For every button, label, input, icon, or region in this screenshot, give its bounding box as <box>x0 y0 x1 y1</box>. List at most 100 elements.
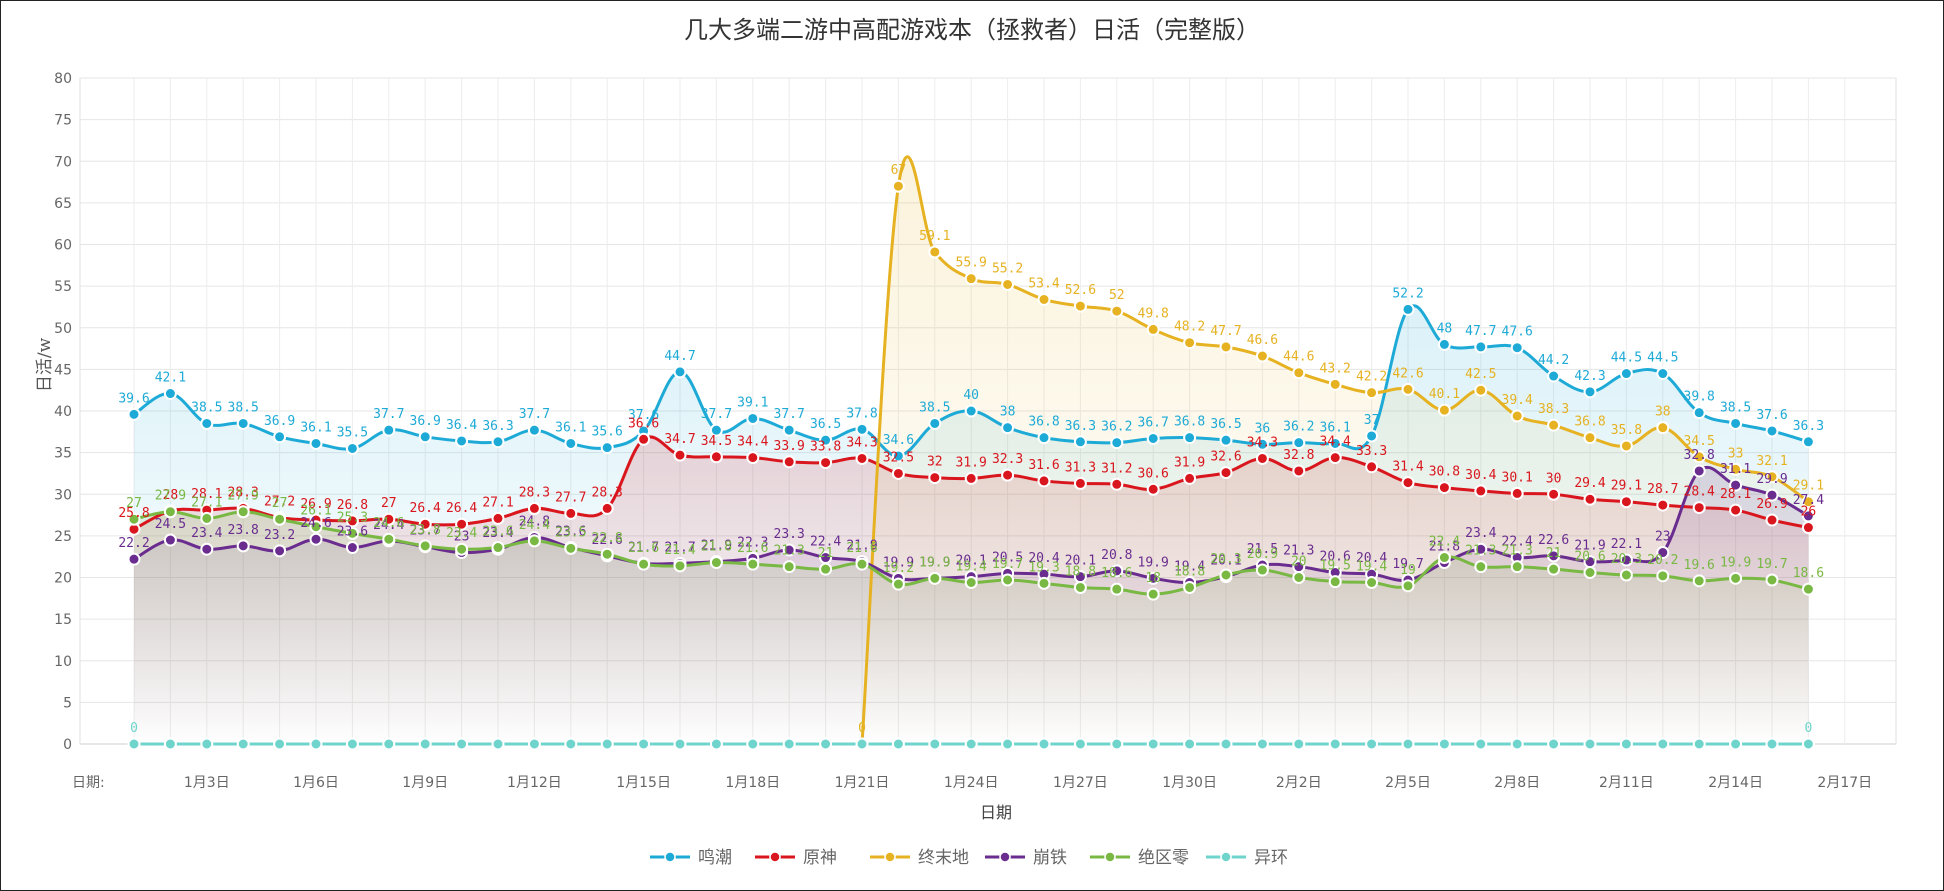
data-point[interactable] <box>1619 568 1633 582</box>
data-point[interactable] <box>1110 304 1124 318</box>
data-point[interactable] <box>1255 451 1269 465</box>
data-point[interactable] <box>1183 580 1197 594</box>
data-point[interactable] <box>1110 436 1124 450</box>
data-point[interactable] <box>1292 366 1306 380</box>
data-point[interactable] <box>527 737 541 751</box>
data-point[interactable] <box>1692 450 1706 464</box>
data-point[interactable] <box>1619 439 1633 453</box>
data-point[interactable] <box>200 511 214 525</box>
data-point[interactable] <box>527 423 541 437</box>
data-point[interactable] <box>1547 737 1561 751</box>
data-point[interactable] <box>819 433 833 447</box>
data-point[interactable] <box>1001 277 1015 291</box>
data-point[interactable] <box>673 365 687 379</box>
data-point[interactable] <box>564 506 578 520</box>
data-point[interactable] <box>600 547 614 561</box>
data-point[interactable] <box>1656 498 1670 512</box>
data-point[interactable] <box>418 517 432 531</box>
data-point[interactable] <box>1037 431 1051 445</box>
data-point[interactable] <box>673 559 687 573</box>
data-point[interactable] <box>1619 553 1633 567</box>
data-point[interactable] <box>709 423 723 437</box>
data-point[interactable] <box>418 539 432 553</box>
data-point[interactable] <box>1037 292 1051 306</box>
data-point[interactable] <box>1037 474 1051 488</box>
data-point[interactable] <box>1692 501 1706 515</box>
data-point[interactable] <box>1474 340 1488 354</box>
data-point[interactable] <box>1437 337 1451 351</box>
data-point[interactable] <box>1073 580 1087 594</box>
data-point[interactable] <box>1801 509 1815 523</box>
data-point[interactable] <box>418 430 432 444</box>
data-point[interactable] <box>1219 737 1233 751</box>
data-point[interactable] <box>1183 737 1197 751</box>
data-point[interactable] <box>1801 582 1815 596</box>
data-point[interactable] <box>1001 468 1015 482</box>
data-point[interactable] <box>1510 486 1524 500</box>
data-point[interactable] <box>1619 495 1633 509</box>
data-point[interactable] <box>637 737 651 751</box>
data-point[interactable] <box>564 436 578 450</box>
data-point[interactable] <box>1255 563 1269 577</box>
data-point[interactable] <box>964 737 978 751</box>
data-point[interactable] <box>600 737 614 751</box>
data-point[interactable] <box>382 512 396 526</box>
data-point[interactable] <box>1547 487 1561 501</box>
data-point[interactable] <box>1510 560 1524 574</box>
data-point[interactable] <box>163 505 177 519</box>
data-point[interactable] <box>1183 336 1197 350</box>
data-point[interactable] <box>819 456 833 470</box>
data-point[interactable] <box>127 552 141 566</box>
data-point[interactable] <box>455 434 469 448</box>
data-point[interactable] <box>1401 476 1415 490</box>
data-point[interactable] <box>236 539 250 553</box>
data-point[interactable] <box>1110 737 1124 751</box>
data-point[interactable] <box>1510 737 1524 751</box>
data-point[interactable] <box>855 451 869 465</box>
data-point[interactable] <box>855 557 869 571</box>
data-point[interactable] <box>746 737 760 751</box>
legend-item[interactable]: 崩铁 <box>985 848 1067 868</box>
data-point[interactable] <box>1765 513 1779 527</box>
data-point[interactable] <box>1146 482 1160 496</box>
data-point[interactable] <box>1765 424 1779 438</box>
data-point[interactable] <box>1437 737 1451 751</box>
data-point[interactable] <box>163 737 177 751</box>
data-point[interactable] <box>236 737 250 751</box>
data-point[interactable] <box>1583 431 1597 445</box>
data-point[interactable] <box>1765 470 1779 484</box>
data-point[interactable] <box>1219 340 1233 354</box>
data-point[interactable] <box>163 387 177 401</box>
data-point[interactable] <box>200 416 214 430</box>
data-point[interactable] <box>819 737 833 751</box>
data-point[interactable] <box>1292 464 1306 478</box>
data-point[interactable] <box>964 471 978 485</box>
data-point[interactable] <box>1729 478 1743 492</box>
data-point[interactable] <box>928 737 942 751</box>
data-point[interactable] <box>819 562 833 576</box>
data-point[interactable] <box>1365 737 1379 751</box>
data-point[interactable] <box>564 737 578 751</box>
data-point[interactable] <box>491 541 505 555</box>
data-point[interactable] <box>127 737 141 751</box>
data-point[interactable] <box>1510 409 1524 423</box>
data-point[interactable] <box>345 526 359 540</box>
data-point[interactable] <box>1692 406 1706 420</box>
data-point[interactable] <box>491 737 505 751</box>
data-point[interactable] <box>746 411 760 425</box>
data-point[interactable] <box>1437 551 1451 565</box>
data-point[interactable] <box>1328 436 1342 450</box>
data-point[interactable] <box>1001 573 1015 587</box>
data-point[interactable] <box>928 416 942 430</box>
data-point[interactable] <box>455 542 469 556</box>
data-point[interactable] <box>1219 433 1233 447</box>
data-point[interactable] <box>382 737 396 751</box>
data-point[interactable] <box>1801 521 1815 535</box>
data-point[interactable] <box>309 737 323 751</box>
data-point[interactable] <box>345 514 359 528</box>
data-point[interactable] <box>673 448 687 462</box>
data-point[interactable] <box>1692 464 1706 478</box>
data-point[interactable] <box>236 505 250 519</box>
data-point[interactable] <box>564 541 578 555</box>
data-point[interactable] <box>527 534 541 548</box>
